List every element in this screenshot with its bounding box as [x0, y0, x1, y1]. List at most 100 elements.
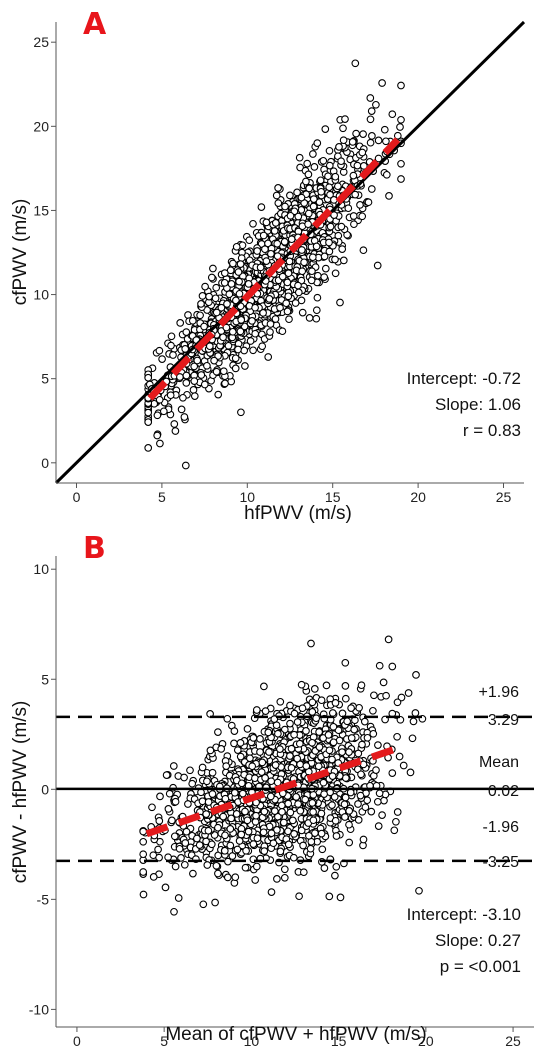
data-point — [313, 293, 322, 302]
data-point — [214, 728, 222, 736]
data-point — [332, 832, 341, 840]
data-point — [354, 816, 363, 824]
data-point — [286, 752, 294, 760]
data-point — [325, 238, 333, 247]
data-point — [388, 662, 397, 671]
data-point — [248, 317, 256, 325]
data-point — [271, 761, 280, 769]
data-point — [284, 840, 293, 849]
data-point — [294, 800, 302, 808]
data-point — [284, 799, 293, 808]
data-point — [314, 762, 323, 771]
data-point — [267, 888, 276, 896]
panel-b-points — [139, 635, 427, 916]
data-point — [315, 743, 324, 751]
data-point — [269, 839, 278, 848]
data-point — [170, 907, 178, 916]
data-point — [248, 762, 257, 771]
data-point — [219, 333, 227, 342]
data-point — [338, 748, 346, 756]
data-point — [171, 797, 180, 806]
data-point — [313, 271, 322, 280]
x-tick-label: 20 — [418, 1033, 434, 1047]
data-point — [294, 212, 303, 221]
data-point — [274, 184, 282, 192]
data-point — [139, 850, 148, 859]
data-point — [374, 741, 382, 749]
data-point — [230, 727, 239, 735]
data-point — [167, 332, 176, 341]
data-point — [240, 346, 249, 355]
data-point — [261, 774, 269, 782]
data-point — [281, 202, 289, 211]
data-point — [356, 791, 365, 800]
data-point — [139, 890, 148, 899]
data-point — [144, 408, 153, 417]
data-point — [354, 800, 362, 808]
data-point — [382, 170, 391, 179]
data-point — [353, 161, 362, 170]
data-point — [308, 253, 317, 262]
data-point — [231, 354, 240, 363]
data-point — [221, 831, 229, 840]
data-point — [378, 811, 386, 819]
data-point — [202, 810, 211, 818]
data-point — [284, 269, 293, 278]
data-point — [251, 876, 260, 884]
data-point — [372, 100, 380, 109]
data-point — [197, 371, 206, 379]
data-point — [307, 639, 315, 648]
data-point — [360, 717, 369, 726]
data-point — [266, 328, 274, 336]
data-point — [180, 860, 189, 869]
data-point — [181, 839, 190, 847]
data-point — [193, 356, 202, 365]
data-point — [297, 826, 306, 835]
x-tick-label: 15 — [325, 489, 341, 505]
data-point — [312, 714, 321, 723]
data-point — [392, 817, 400, 826]
data-point — [328, 772, 337, 780]
data-point — [212, 861, 221, 870]
data-point — [341, 793, 350, 802]
data-point — [399, 761, 408, 770]
data-point — [234, 268, 243, 276]
data-point — [167, 341, 175, 350]
panel-b-mean-label: Mean — [479, 754, 519, 771]
data-point — [396, 715, 405, 724]
data-point — [350, 725, 359, 734]
data-point — [295, 892, 303, 901]
panel-b-lower-label: -1.96 — [483, 819, 520, 836]
data-point — [293, 718, 302, 726]
data-point — [404, 689, 413, 697]
panel-a: 0 5 10 15 20 25 0 5 10 15 20 25 A hfPWV (m/s) cfPW… — [10, 7, 526, 524]
data-point — [300, 258, 308, 267]
data-point — [374, 154, 383, 163]
data-point — [343, 717, 352, 726]
data-point — [223, 300, 231, 308]
data-point — [144, 418, 153, 426]
panel-a-x-ticks: 0 5 10 15 20 25 — [73, 483, 512, 505]
y-tick-label: 15 — [33, 202, 49, 218]
data-point — [214, 823, 222, 832]
data-point — [332, 862, 341, 871]
data-point — [379, 678, 388, 687]
data-point — [296, 806, 305, 815]
data-point — [139, 827, 148, 836]
data-point — [312, 314, 321, 323]
data-point — [302, 727, 310, 735]
data-point — [252, 862, 261, 871]
data-point — [170, 420, 179, 428]
data-point — [154, 845, 162, 854]
data-point — [331, 699, 340, 707]
data-point — [290, 709, 299, 718]
data-point — [308, 698, 317, 707]
data-point — [316, 176, 325, 185]
data-point — [298, 308, 307, 317]
data-point — [221, 379, 229, 388]
data-point — [271, 219, 280, 227]
data-point — [267, 249, 275, 258]
panel-b-fit-line — [145, 744, 401, 838]
data-point — [259, 231, 268, 240]
